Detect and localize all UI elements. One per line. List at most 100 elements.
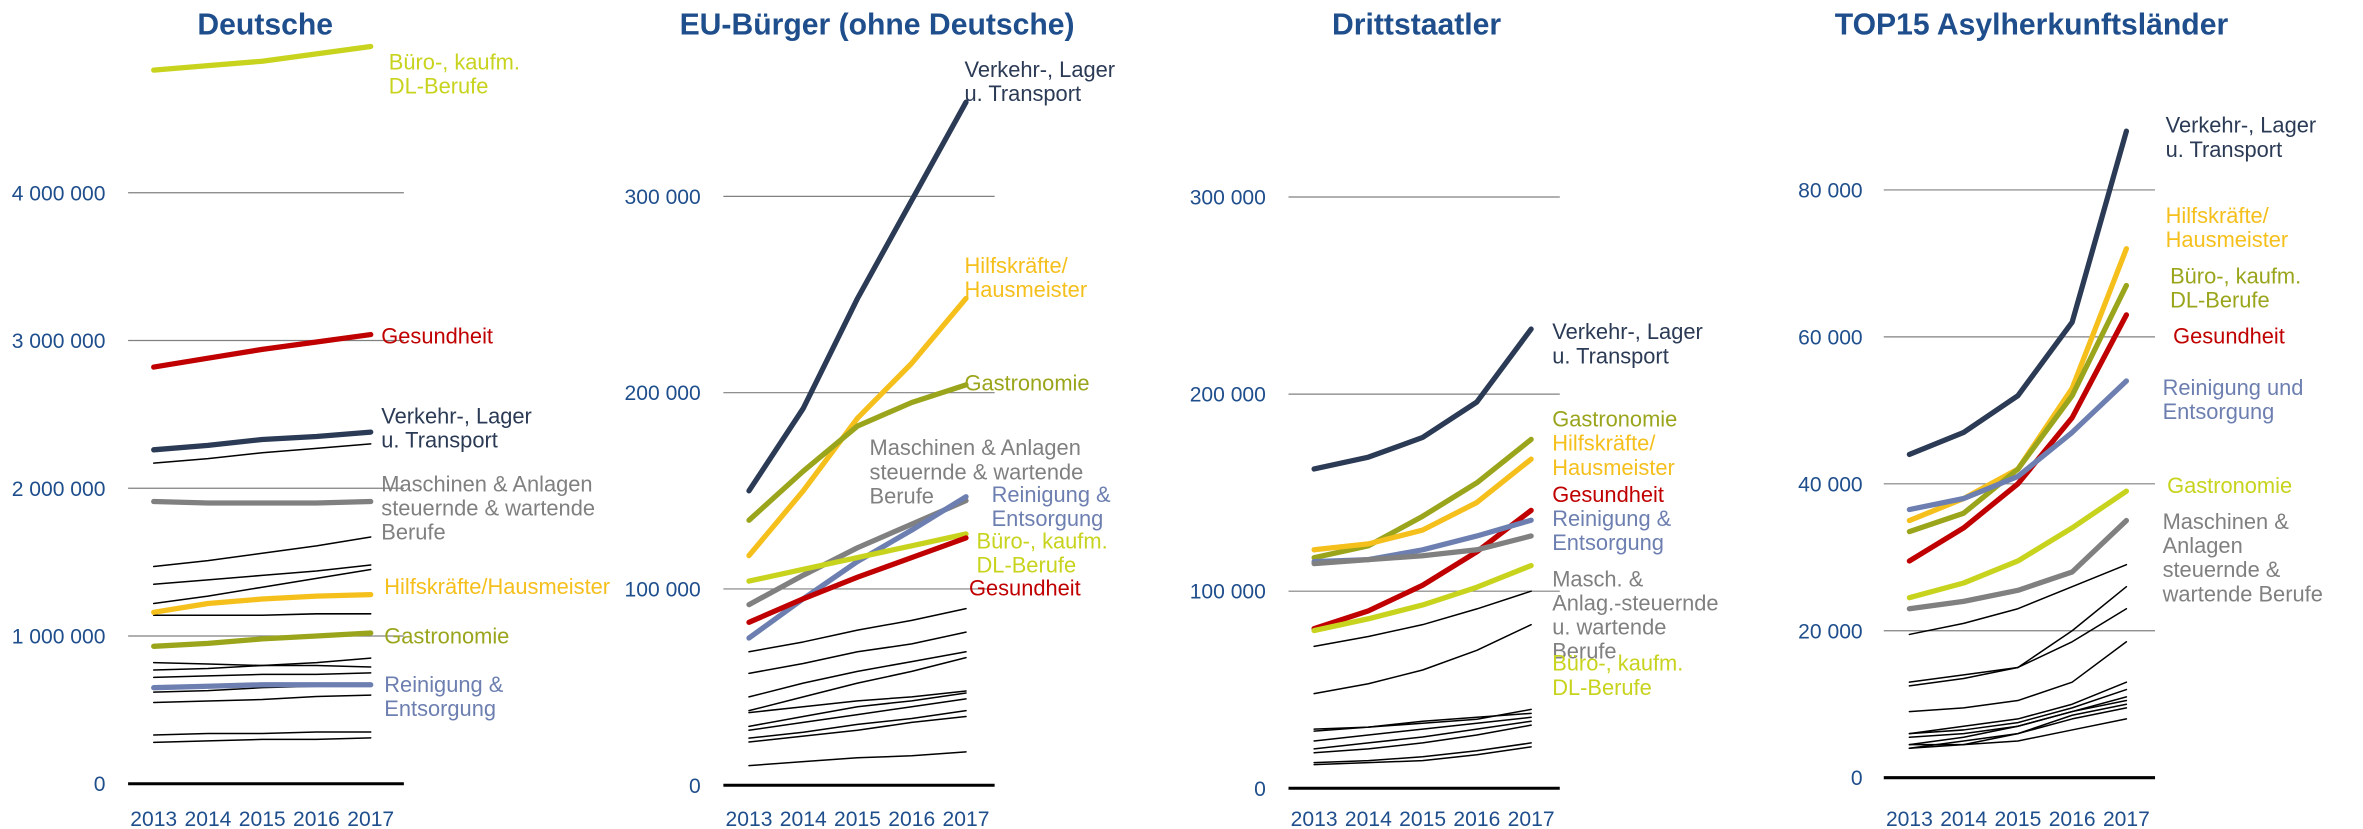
series-line — [746, 535, 969, 625]
y-tick-label: 60 000 — [1798, 326, 1862, 349]
other-line — [152, 731, 372, 736]
other-line — [152, 564, 372, 586]
series-label: Reinigung & Entsorgung — [1552, 506, 1671, 555]
x-tick-label: 2015 — [834, 808, 881, 829]
x-tick-label: 2016 — [293, 808, 340, 829]
other-line — [1313, 720, 1532, 750]
other-line — [1908, 688, 2128, 735]
x-tick-label: 2013 — [726, 808, 773, 829]
y-tick-label: 300 000 — [1190, 187, 1266, 210]
y-tick-label: 0 — [1254, 778, 1266, 801]
other-line — [748, 698, 967, 732]
series-line — [1906, 488, 2130, 601]
series-label: Gastronomie — [384, 624, 509, 649]
series-label: Gesundheit — [2173, 324, 2285, 349]
other-line — [748, 690, 967, 714]
other-line — [152, 613, 372, 617]
other-line — [1313, 746, 1532, 766]
series-line — [151, 591, 374, 615]
series-label: Gastronomie — [1552, 407, 1677, 432]
series-line — [151, 429, 374, 453]
other-line — [1908, 563, 2128, 636]
series-label: Reinigung & Entsorgung — [384, 672, 503, 721]
y-tick-label: 3 000 000 — [12, 330, 106, 353]
x-tick-label: 2016 — [888, 808, 935, 829]
other-line — [748, 656, 967, 712]
other-line — [1908, 703, 2128, 746]
other-line — [1908, 641, 2128, 713]
series-line — [1906, 517, 2130, 612]
series-line — [1906, 312, 2130, 564]
y-tick-label: 0 — [94, 773, 106, 796]
other-line — [1908, 699, 2128, 746]
y-tick-label: 0 — [689, 775, 701, 798]
series-line — [151, 43, 374, 73]
chart-title: Deutsche — [197, 9, 333, 42]
series-label: Verkehr-, Lager u. Transport — [2166, 113, 2317, 162]
series-label: Hilfskräfte/Hausmeister — [2166, 203, 2289, 252]
series-line — [151, 498, 374, 506]
y-tick-label: 40 000 — [1798, 473, 1862, 496]
series-line — [746, 295, 969, 559]
x-tick-label: 2017 — [2103, 808, 2150, 829]
series-label: Gastronomie — [2167, 473, 2292, 498]
other-line — [1908, 607, 2128, 687]
other-line — [748, 751, 967, 767]
other-line — [748, 607, 967, 653]
series-label: Gesundheit — [1552, 482, 1664, 507]
other-line — [748, 651, 967, 698]
x-tick-label: 2013 — [130, 808, 177, 829]
y-tick-label: 100 000 — [1190, 581, 1266, 604]
other-line — [1313, 590, 1532, 648]
other-line — [152, 737, 372, 744]
y-tick-label: 1 000 000 — [12, 626, 106, 649]
series-line — [151, 630, 374, 649]
x-tick-label: 2013 — [1886, 808, 1933, 829]
series-label: Maschinen & Anlagen steuernde & wartende Be… — [2162, 509, 2323, 606]
series-line — [151, 331, 374, 370]
x-tick-label: 2017 — [1508, 808, 1555, 829]
series-label: Büro-, kaufm. DL-Berufe — [977, 529, 1108, 578]
x-tick-label: 2014 — [780, 808, 827, 829]
series-line — [1906, 128, 2130, 458]
other-line — [1908, 718, 2128, 750]
series-label: Hilfskräfte/Hausmeister — [1552, 431, 1675, 480]
other-line — [748, 631, 967, 675]
series-label: Hilfskräfte/Hausmeister — [964, 253, 1087, 302]
other-line — [152, 536, 372, 568]
series-label: Verkehr-, Lager u. Transport — [381, 404, 532, 453]
other-line — [1908, 707, 2128, 750]
series-label: Masch. & Anlag.-steuernde u. wartende Beruf… — [1552, 566, 1718, 663]
x-tick-label: 2014 — [1345, 808, 1392, 829]
other-line — [1313, 742, 1532, 764]
y-tick-label: 0 — [1851, 767, 1863, 790]
series-label: Reinigung & Entsorgung — [992, 482, 1111, 531]
series-line — [1311, 456, 1534, 553]
other-line — [152, 568, 372, 605]
other-line — [748, 715, 967, 743]
chart-title: Drittstaatler — [1332, 9, 1501, 42]
series-label: Gesundheit — [969, 575, 1081, 600]
y-tick-label: 80 000 — [1798, 179, 1862, 202]
y-tick-label: 300 000 — [625, 186, 701, 209]
y-tick-label: 200 000 — [1190, 384, 1266, 407]
x-tick-label: 2015 — [1994, 808, 2041, 829]
other-line — [152, 694, 372, 704]
series-label: Verkehr-, Lager u. Transport — [1552, 319, 1703, 368]
other-line — [1313, 623, 1532, 695]
series-line — [1311, 326, 1534, 472]
y-tick-label: 100 000 — [625, 578, 701, 601]
other-line — [1313, 724, 1532, 754]
x-tick-label: 2013 — [1291, 808, 1338, 829]
chart-title: EU-Bürger (ohne Deutsche) — [680, 9, 1075, 42]
y-tick-label: 2 000 000 — [12, 478, 106, 501]
series-line — [746, 99, 969, 494]
chart-title: TOP15 Asylherkunftsländer — [1835, 9, 2229, 42]
series-line — [1906, 282, 2130, 535]
other-line — [1313, 716, 1532, 742]
series-line — [151, 682, 374, 691]
series-label: Verkehr-, Lager u. Transport — [964, 57, 1115, 106]
series-line — [1311, 436, 1534, 561]
